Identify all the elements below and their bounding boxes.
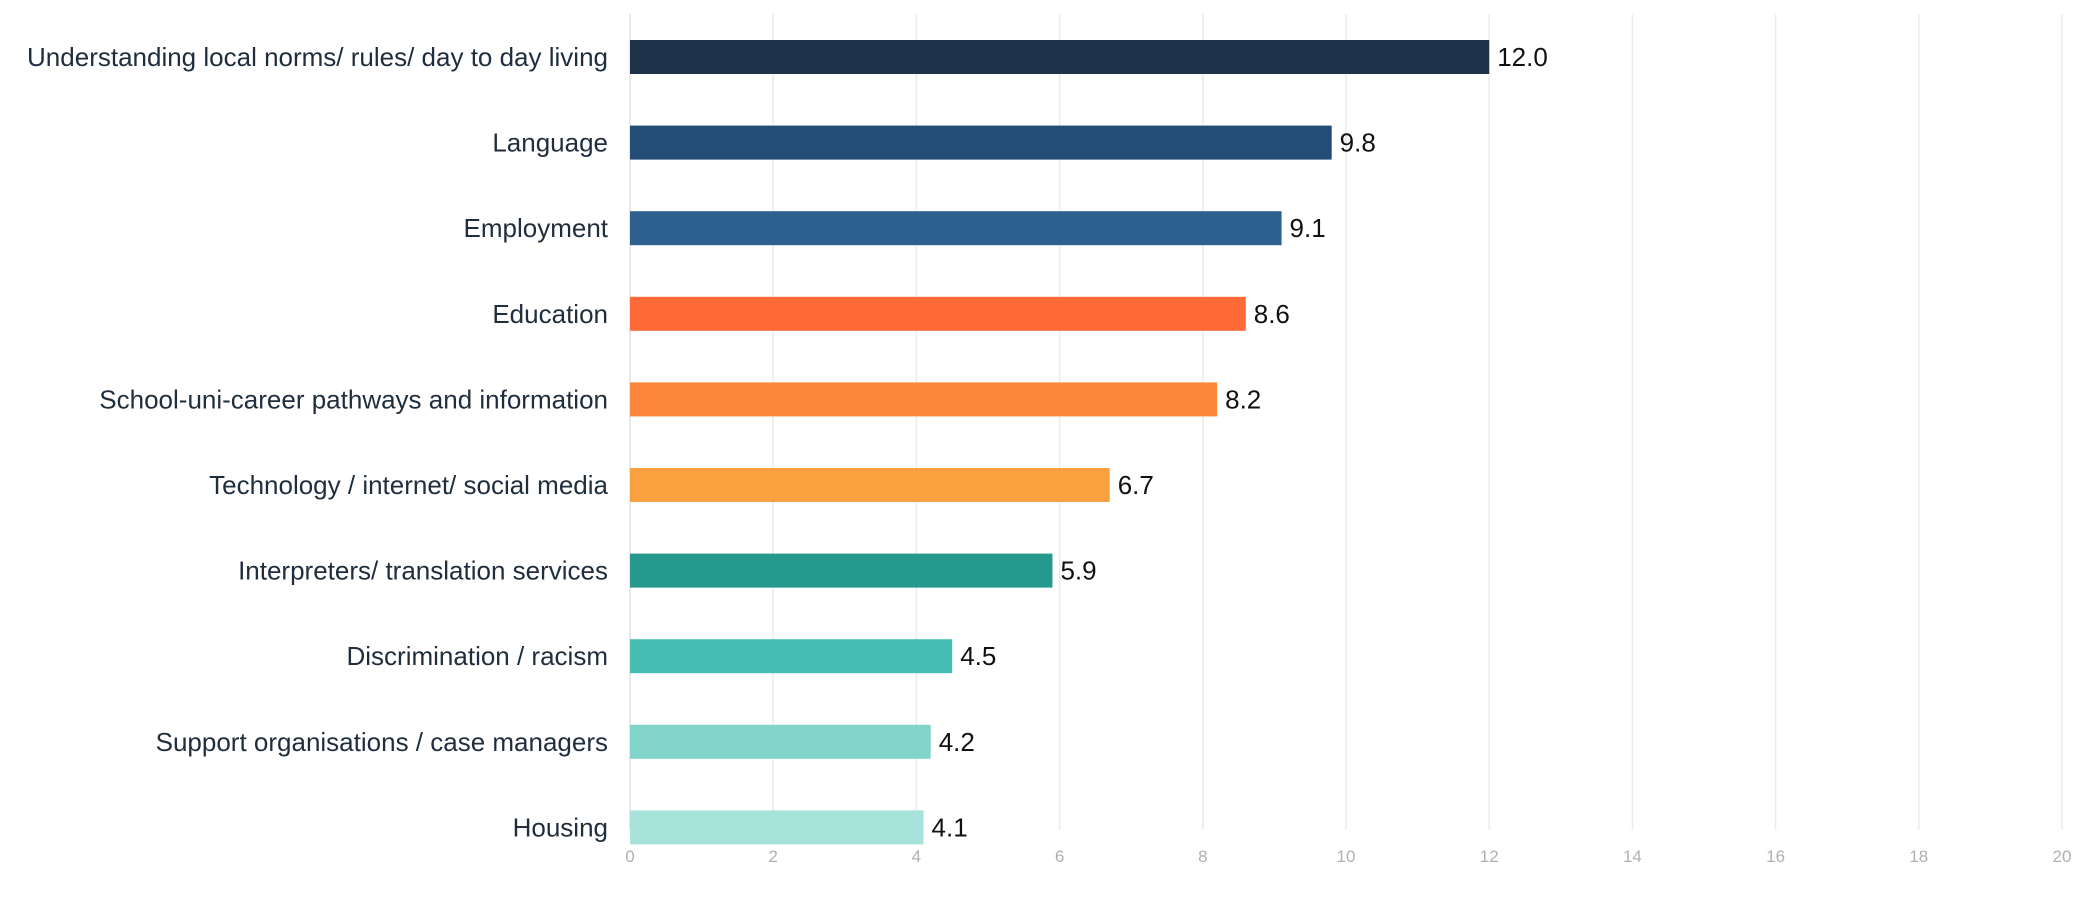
x-tick-label: 0 <box>625 847 634 866</box>
x-tick-label: 10 <box>1337 847 1356 866</box>
value-label: 4.5 <box>960 641 996 671</box>
x-tick-label: 18 <box>1909 847 1928 866</box>
x-tick-label: 12 <box>1480 847 1499 866</box>
value-label: 12.0 <box>1497 42 1548 72</box>
category-label: Housing <box>513 812 608 842</box>
category-label: Discrimination / racism <box>347 641 609 671</box>
bar-3 <box>630 296 1246 331</box>
category-label: Employment <box>464 213 609 243</box>
value-label: 5.9 <box>1060 556 1096 586</box>
value-label: 4.1 <box>932 812 968 842</box>
value-label: 8.6 <box>1254 299 1290 329</box>
x-tick-label: 8 <box>1198 847 1207 866</box>
bar-2 <box>630 211 1282 246</box>
category-label: Understanding local norms/ rules/ day to… <box>27 42 608 72</box>
x-tick-label: 14 <box>1623 847 1642 866</box>
category-label: School-uni-career pathways and informati… <box>99 384 608 414</box>
category-label: Education <box>492 299 608 329</box>
category-label: Support organisations / case managers <box>156 727 608 757</box>
value-label: 9.1 <box>1290 213 1326 243</box>
bar-4 <box>630 382 1218 417</box>
bar-0 <box>630 40 1490 74</box>
x-tick-label: 20 <box>2053 847 2072 866</box>
bar-layer <box>630 40 1490 845</box>
x-tick-label: 6 <box>1055 847 1064 866</box>
bar-7 <box>630 639 953 674</box>
tick-layer: 0 2 4 6 8 10 12 14 16 18 20 <box>625 847 2071 866</box>
bar-8 <box>630 724 931 759</box>
label-layer: Understanding local norms/ rules/ day to… <box>27 42 1548 842</box>
category-label: Language <box>492 128 608 158</box>
x-tick-label: 4 <box>912 847 921 866</box>
value-label: 8.2 <box>1225 384 1261 414</box>
category-label: Technology / internet/ social media <box>209 470 608 500</box>
value-label: 9.8 <box>1340 128 1376 158</box>
x-tick-label: 16 <box>1766 847 1785 866</box>
bar-9 <box>630 810 924 845</box>
bar-6 <box>630 553 1053 588</box>
x-tick-label: 2 <box>768 847 777 866</box>
category-label: Interpreters/ translation services <box>238 556 608 586</box>
bar-1 <box>630 125 1332 160</box>
value-label: 6.7 <box>1118 470 1154 500</box>
value-label: 4.2 <box>939 727 975 757</box>
bar-5 <box>630 468 1110 502</box>
